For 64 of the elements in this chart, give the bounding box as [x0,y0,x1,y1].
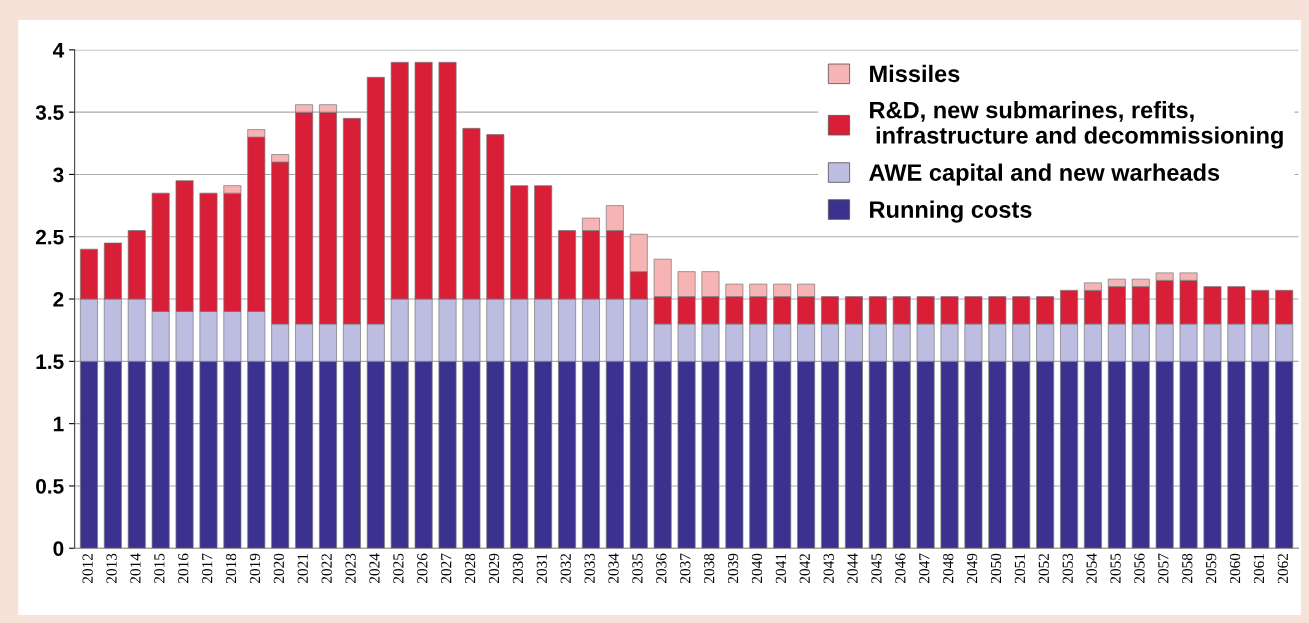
x-tick-label: 2014 [130,553,141,583]
x-tick-label: 2013 [106,553,117,583]
x-tick-label: 2026 [417,553,428,583]
y-tick-label: 2 [53,292,64,307]
legend-label: Running costs [870,200,1032,223]
y-tick-label: 1.5 [36,354,64,370]
x-tick-label: 2061 [1253,554,1265,583]
x-tick-label: 2016 [178,553,189,583]
x-tick-label: 2033 [584,553,595,583]
x-tick-label: 2024 [369,553,380,583]
x-tick-label: 2020 [273,553,285,583]
x-tick-label: 2035 [632,553,643,583]
x-tick-label: 2045 [871,553,882,583]
x-tick-label: 2062 [1277,553,1289,583]
x-tick-label: 2039 [727,553,739,583]
x-tick-label: 2025 [393,553,404,583]
x-tick-label: 2046 [895,553,906,583]
y-tick-label: 0.5 [36,478,64,494]
x-tick-label: 2047 [919,553,930,583]
x-tick-label: 2023 [345,553,356,583]
x-tick-label: 2029 [488,553,500,583]
x-tick-label: 2040 [751,553,763,583]
x-tick-label: 2019 [249,553,261,583]
legend-label: AWE capital and new warheads [869,163,1220,186]
x-tick-label: 2049 [966,553,978,583]
x-tick-label: 2032 [560,553,571,583]
x-tick-label: 2030 [512,553,524,583]
x-tick-label: 2044 [847,553,858,583]
x-tick-label: 2015 [154,553,165,583]
legend-label: Missiles [870,64,960,83]
x-tick-label: 2057 [1158,553,1169,583]
x-tick-label: 2018 [225,553,237,583]
x-tick-label: 2058 [1182,553,1193,583]
x-tick-label: 2041 [775,554,787,583]
x-tick-label: 2036 [656,553,667,583]
x-tick-label: 2043 [823,553,834,583]
x-tick-label: 2053 [1062,553,1073,583]
x-tick-label: 2028 [464,553,476,583]
x-tick-label: 2042 [799,553,810,583]
y-tick-label: 0 [53,541,64,556]
x-tick-label: 2017 [201,553,213,583]
x-tick-label: 2037 [680,553,691,583]
y-tick-label: 3.5 [35,105,64,120]
x-tick-label: 2027 [441,553,452,583]
x-tick-label: 2051 [1014,554,1026,583]
x-tick-label: 2048 [943,553,954,583]
x-tick-label: 2031 [536,554,547,583]
x-tick-label: 2022 [321,553,332,583]
x-tick-label: 2021 [297,554,308,583]
x-tick-label: 2056 [1134,553,1145,583]
x-tick-label: 2050 [990,553,1002,583]
y-tick-label: 2.5 [35,229,64,245]
x-tick-label: 2055 [1110,553,1121,583]
x-tick-label: 2059 [1205,553,1217,583]
x-tick-label: 2052 [1038,553,1049,583]
y-tick-label: 3 [53,167,64,183]
x-tick-label: 2012 [82,553,93,583]
x-tick-label: 2034 [608,553,619,583]
x-tick-label: 2054 [1086,553,1097,583]
y-tick-label: 1 [53,416,64,432]
y-tick-label: 4 [52,43,65,58]
x-tick-label: 2038 [703,553,715,583]
x-tick-label: 2060 [1229,553,1241,583]
legend-label: R&D, new submarines, refits, infrastructure and decommissioning [870,101,1283,149]
